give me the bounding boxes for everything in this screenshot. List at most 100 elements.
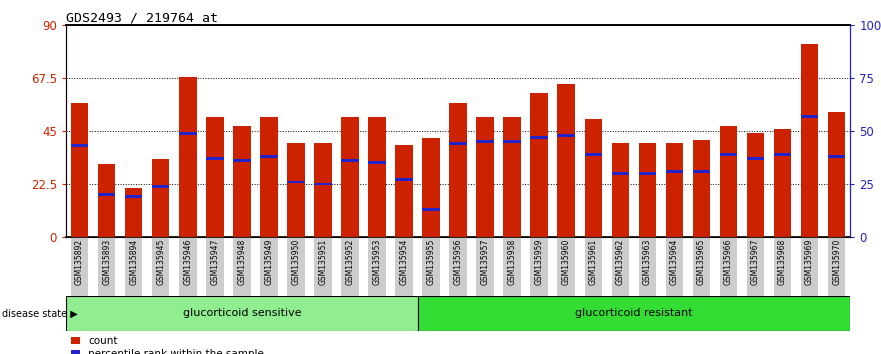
Text: GSM135953: GSM135953 <box>373 239 381 285</box>
Bar <box>503 117 521 237</box>
Bar <box>477 140 494 143</box>
Bar <box>341 237 359 296</box>
Bar <box>747 237 765 296</box>
Bar <box>396 145 413 237</box>
Bar <box>315 143 332 237</box>
Bar <box>418 296 850 331</box>
Bar <box>584 153 602 156</box>
Bar <box>747 157 765 160</box>
Bar <box>503 140 521 143</box>
Text: GSM135950: GSM135950 <box>292 239 300 285</box>
Bar <box>477 237 494 296</box>
Text: GSM135949: GSM135949 <box>264 239 273 285</box>
Text: GSM135959: GSM135959 <box>535 239 544 285</box>
Bar <box>611 143 629 237</box>
Bar <box>828 155 846 158</box>
Bar <box>287 237 305 296</box>
Text: GSM135961: GSM135961 <box>589 239 598 285</box>
Bar <box>558 134 575 137</box>
Bar <box>125 195 143 198</box>
Bar <box>125 237 143 296</box>
Bar <box>828 237 846 296</box>
Text: GSM135955: GSM135955 <box>426 239 435 285</box>
Bar <box>98 237 115 296</box>
Bar <box>801 237 818 296</box>
Text: GSM135963: GSM135963 <box>643 239 652 285</box>
Bar <box>233 126 250 237</box>
Text: GSM135966: GSM135966 <box>724 239 733 285</box>
Bar <box>639 143 656 237</box>
Text: GSM135951: GSM135951 <box>318 239 328 285</box>
Text: GSM135960: GSM135960 <box>562 239 571 285</box>
Text: GSM135962: GSM135962 <box>616 239 625 285</box>
Bar <box>287 181 305 183</box>
Bar <box>233 237 250 296</box>
Text: disease state ▶: disease state ▶ <box>2 308 78 318</box>
Bar <box>558 84 575 237</box>
Bar <box>801 115 818 118</box>
Text: GSM135970: GSM135970 <box>833 239 841 285</box>
Bar <box>692 170 710 173</box>
Bar <box>720 126 737 237</box>
Bar <box>584 119 602 237</box>
Bar <box>692 141 710 237</box>
Bar <box>70 103 88 237</box>
Text: glucorticoid resistant: glucorticoid resistant <box>575 308 692 318</box>
Text: GSM135948: GSM135948 <box>237 239 247 285</box>
Text: GSM135894: GSM135894 <box>130 239 138 285</box>
Bar <box>368 117 386 237</box>
Bar <box>774 237 791 296</box>
Bar <box>503 237 521 296</box>
Bar <box>449 142 467 145</box>
Bar <box>125 188 143 237</box>
Bar <box>98 164 115 237</box>
Bar <box>368 161 386 164</box>
Bar <box>611 172 629 175</box>
Text: GSM135967: GSM135967 <box>751 239 760 285</box>
Bar <box>287 143 305 237</box>
Bar <box>828 112 846 237</box>
Text: GSM135946: GSM135946 <box>183 239 192 285</box>
Bar <box>396 237 413 296</box>
Bar <box>152 159 169 237</box>
Bar <box>206 237 224 296</box>
Text: GSM135892: GSM135892 <box>75 239 84 285</box>
Text: glucorticoid sensitive: glucorticoid sensitive <box>182 308 301 318</box>
Bar <box>584 237 602 296</box>
Text: GSM135945: GSM135945 <box>156 239 166 285</box>
Bar <box>368 237 386 296</box>
Text: GSM135968: GSM135968 <box>778 239 787 285</box>
Bar <box>315 183 332 185</box>
Bar <box>422 138 440 237</box>
Text: GSM135952: GSM135952 <box>345 239 354 285</box>
Bar <box>70 144 88 147</box>
Bar <box>692 237 710 296</box>
Text: GSM135965: GSM135965 <box>697 239 706 285</box>
Bar <box>477 117 494 237</box>
Bar <box>774 153 791 156</box>
Bar <box>70 237 88 296</box>
Bar <box>449 103 467 237</box>
Text: GSM135954: GSM135954 <box>400 239 409 285</box>
Bar <box>396 178 413 181</box>
Bar <box>558 237 575 296</box>
Text: GSM135958: GSM135958 <box>507 239 516 285</box>
Text: GDS2493 / 219764_at: GDS2493 / 219764_at <box>66 11 218 24</box>
Bar <box>666 143 683 237</box>
Bar <box>639 172 656 175</box>
Bar <box>422 237 440 296</box>
Text: GSM135893: GSM135893 <box>102 239 111 285</box>
Bar <box>720 237 737 296</box>
Bar <box>747 133 765 237</box>
Text: GSM135956: GSM135956 <box>454 239 463 285</box>
Bar <box>233 159 250 162</box>
Bar <box>179 77 196 237</box>
Bar <box>260 117 278 237</box>
Bar <box>639 237 656 296</box>
Bar <box>260 237 278 296</box>
Bar <box>315 237 332 296</box>
Bar <box>152 237 169 296</box>
Text: GSM135947: GSM135947 <box>211 239 219 285</box>
Text: GSM135957: GSM135957 <box>481 239 490 285</box>
Bar <box>260 155 278 158</box>
